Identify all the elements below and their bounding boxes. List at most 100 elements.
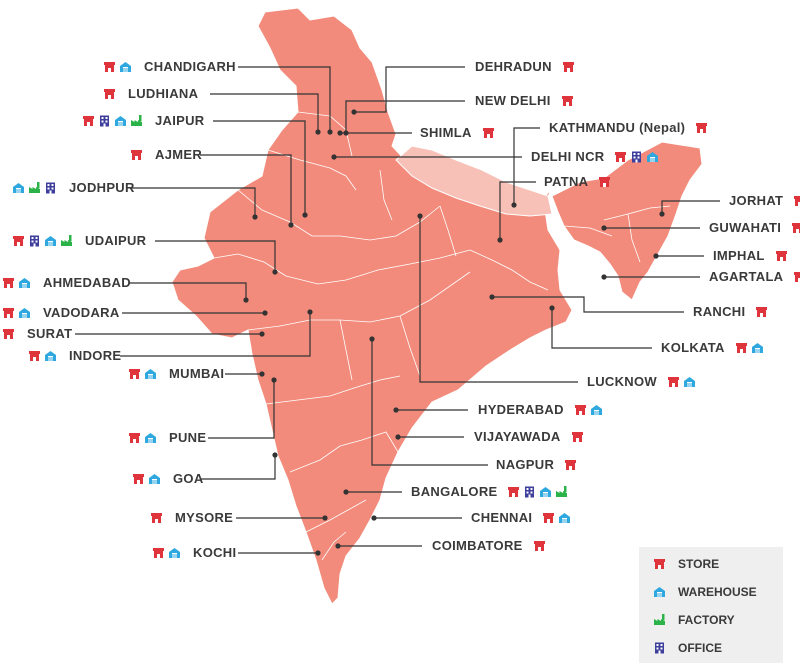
location-dot-mysore [322, 515, 328, 521]
city-label-hyderabad: HYDERABAD [478, 402, 603, 418]
city-label-kolkata: KOLKATA [661, 340, 764, 356]
store-icon [533, 541, 545, 551]
office-icon [525, 486, 535, 498]
city-name: CHENNAI [471, 510, 533, 525]
location-dot-udaipur [272, 269, 278, 275]
legend-item-office: OFFICE [653, 641, 722, 655]
city-name: IMPHAL [713, 248, 765, 263]
office-icon [655, 642, 664, 654]
store-icon [129, 433, 140, 443]
city-label-jorhat: JORHAT [729, 193, 800, 209]
city-name: BANGALORE [411, 484, 498, 499]
store-icon [775, 251, 787, 261]
city-name: VADODARA [43, 305, 120, 320]
leader-line-patna [499, 181, 536, 240]
city-label-udaipur: UDAIPUR [12, 233, 146, 249]
city-name: HYDERABAD [478, 402, 564, 417]
city-name: KOLKATA [661, 340, 725, 355]
city-name: INDORE [69, 348, 122, 363]
location-dot-kochi [315, 550, 321, 556]
city-name: NAGPUR [496, 457, 555, 472]
location-dot-agartala [601, 274, 607, 280]
location-dot-hyderabad [393, 407, 399, 413]
office-icon [46, 182, 55, 194]
location-dot-vadodara [262, 310, 268, 316]
location-dot-surat [259, 331, 265, 337]
leader-line-goa [200, 455, 276, 480]
location-dot-delhi-ncr [331, 154, 337, 160]
store-icon [104, 89, 115, 99]
city-name: LUCKNOW [587, 374, 657, 389]
city-label-chandigarh: CHANDIGARH [103, 59, 236, 75]
store-icon [794, 196, 800, 206]
warehouse-icon [13, 183, 24, 193]
city-name: KATHMANDU (Nepal) [549, 120, 686, 135]
city-name: AGARTALA [709, 269, 784, 284]
location-dot-kathmandu [511, 202, 517, 208]
state-borders [213, 111, 671, 561]
city-label-new-delhi: NEW DELHI [475, 93, 574, 109]
city-label-ludhiana: LUDHIANA [103, 86, 198, 102]
city-name: NEW DELHI [475, 93, 551, 108]
location-dot-ludhiana [315, 129, 321, 135]
store-icon [571, 432, 583, 442]
legend-item-factory: FACTORY [653, 613, 735, 627]
store-icon [562, 62, 574, 72]
city-label-kochi: KOCHI [152, 545, 236, 561]
warehouse-icon [19, 278, 30, 288]
store-icon [129, 369, 140, 379]
store-icon [3, 308, 14, 318]
city-name: GUWAHATI [709, 220, 782, 235]
store-icon [153, 548, 164, 558]
city-label-delhi-ncr: DELHI NCR [531, 149, 659, 165]
leader-line-udaipur [155, 240, 276, 272]
location-dot-coimbatore [335, 543, 341, 549]
store-icon [667, 377, 679, 387]
store-icon [792, 223, 800, 233]
city-name: SHIMLA [420, 125, 472, 140]
location-dot-vijayawada [395, 434, 401, 440]
legend-label-warehouse: WAREHOUSE [678, 585, 757, 599]
leader-lines [75, 66, 720, 554]
warehouse-icon [45, 351, 56, 361]
city-label-kathmandu: KATHMANDU (Nepal) [549, 120, 708, 136]
warehouse-icon [559, 513, 571, 523]
city-name: AHMEDABAD [43, 275, 131, 290]
store-icon [131, 150, 142, 160]
city-name: UDAIPUR [85, 233, 147, 248]
warehouse-icon [590, 405, 602, 415]
city-label-ahmedabad: AHMEDABAD [2, 275, 131, 291]
leader-line-jorhat [661, 200, 720, 214]
leader-line-kathmandu [513, 127, 540, 205]
leader-line-chandigarh [238, 66, 331, 132]
location-dot-lucknow [417, 213, 423, 219]
store-icon [794, 272, 800, 282]
location-dot-patna [497, 237, 503, 243]
warehouse-icon [654, 587, 665, 597]
warehouse-icon [683, 377, 695, 387]
location-dot-jodhpur [252, 214, 258, 220]
factory-icon [131, 115, 142, 126]
location-dot-imphal [653, 253, 659, 259]
legend-label-store: STORE [678, 557, 720, 571]
store-icon [565, 460, 577, 470]
city-label-goa: GOA [132, 471, 204, 487]
city-label-dehradun: DEHRADUN [475, 59, 575, 75]
store-icon [104, 62, 115, 72]
city-name: SURAT [27, 326, 73, 341]
location-dot-ahmedabad [243, 297, 249, 303]
legend-label-factory: FACTORY [678, 613, 735, 627]
city-label-bangalore: BANGALORE [411, 484, 568, 500]
factory-icon [556, 486, 568, 497]
warehouse-icon [19, 308, 30, 318]
city-label-patna: PATNA [544, 174, 611, 190]
leader-line-nagpur [371, 339, 488, 466]
warehouse-icon [169, 548, 180, 558]
location-dot-nagpur [369, 336, 375, 342]
city-name: JODHPUR [69, 180, 135, 195]
location-dot-mumbai [259, 371, 265, 377]
city-label-ajmer: AJMER [130, 147, 202, 163]
leader-line-new-delhi [345, 100, 465, 133]
city-name: JORHAT [729, 193, 784, 208]
